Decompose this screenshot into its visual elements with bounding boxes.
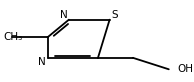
Text: CH₃: CH₃: [3, 32, 23, 42]
Text: N: N: [60, 10, 68, 20]
Text: OH: OH: [178, 64, 193, 74]
Text: N: N: [38, 57, 46, 67]
Text: S: S: [112, 10, 118, 20]
